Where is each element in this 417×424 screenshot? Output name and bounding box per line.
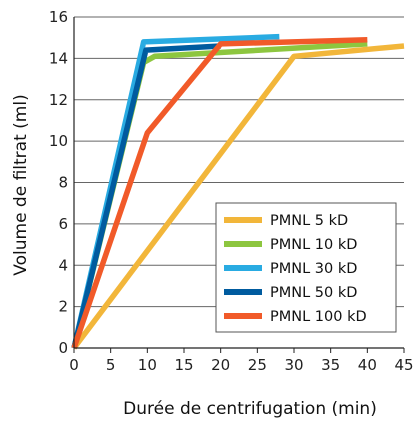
series-line-pmnl-100-kd	[71, 37, 368, 349]
legend-label: PMNL 30 kD	[270, 261, 357, 277]
x-tick-label: 20	[211, 356, 230, 374]
y-tick-label: 8	[58, 174, 68, 192]
series-group	[71, 33, 405, 350]
y-tick-label: 4	[58, 256, 68, 274]
legend-label: PMNL 50 kD	[270, 285, 357, 301]
x-tick-label: 30	[284, 356, 303, 374]
y-tick-label: 14	[49, 49, 68, 67]
x-axis-title: Durée de centrifugation (min)	[123, 399, 377, 419]
tick-labels: 0 2 4 6 8 10 12 14 16 0 5 10 15 20 25 30 35 40 45	[49, 8, 414, 374]
legend-label: PMNL 100 kD	[270, 309, 367, 325]
x-tick-label: 40	[358, 356, 377, 374]
y-tick-label: 12	[49, 91, 68, 109]
series-line-pmnl-50-kd	[71, 43, 221, 349]
y-axis-title: Volume de filtrat (ml)	[11, 94, 31, 275]
legend: PMNL 5 kD PMNL 10 kD PMNL 30 kD PMNL 50 kD P…	[215, 202, 397, 333]
y-tick-label: 10	[49, 132, 68, 150]
x-tick-label: 10	[138, 356, 157, 374]
x-tick-label: 35	[321, 356, 340, 374]
x-tick-label: 15	[174, 356, 193, 374]
axes	[73, 17, 404, 349]
y-tick-label: 6	[58, 215, 68, 233]
legend-label: PMNL 5 kD	[270, 213, 348, 229]
y-tick-label: 2	[58, 298, 68, 316]
x-tick-label: 25	[248, 356, 267, 374]
y-tick-label: 16	[49, 8, 68, 26]
series-line-pmnl-5-kd	[71, 43, 405, 350]
x-tick-label: 5	[106, 356, 116, 374]
x-tick-label: 0	[69, 356, 79, 374]
x-tick-label: 45	[394, 356, 413, 374]
legend-label: PMNL 10 kD	[270, 237, 357, 253]
y-tick-label: 0	[58, 339, 68, 357]
